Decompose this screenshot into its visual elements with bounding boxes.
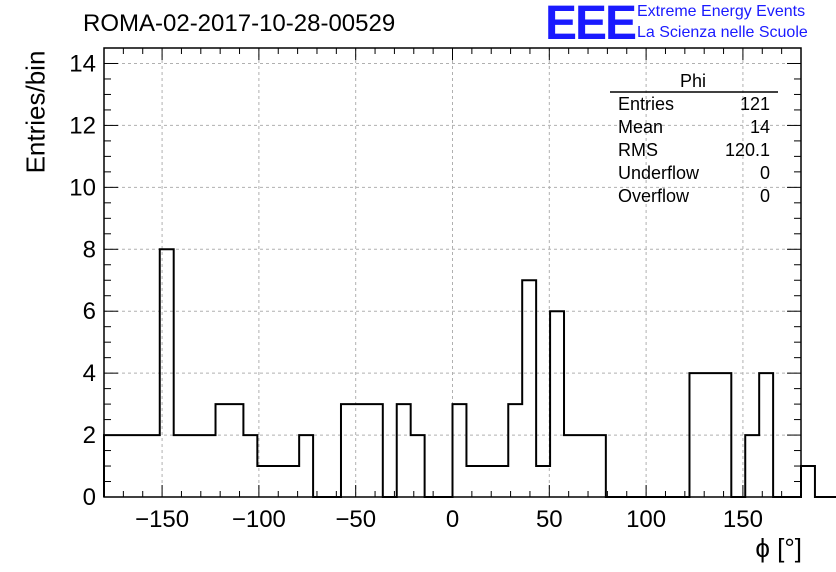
stats-row-value: 0 (760, 186, 770, 206)
histogram-bin (480, 466, 494, 497)
y-tick-label: 6 (83, 298, 96, 325)
stats-row-label: Overflow (618, 186, 690, 206)
histogram-bin (453, 404, 467, 497)
histogram-bin (689, 373, 703, 497)
histogram-bin (188, 435, 202, 497)
x-tick-label: 50 (536, 506, 563, 533)
x-tick-label: −100 (232, 506, 286, 533)
histogram-bin (578, 435, 592, 497)
histogram-bin (216, 404, 230, 497)
histogram-bin (174, 435, 188, 497)
histogram-bin (299, 435, 313, 497)
y-tick-label: 8 (83, 236, 96, 263)
stats-row-value: 120.1 (725, 140, 770, 160)
x-tick-label: −50 (335, 506, 376, 533)
x-tick-label: −150 (135, 506, 189, 533)
histogram-bin (466, 466, 480, 497)
histogram-bin (355, 404, 369, 497)
x-tick-label: 150 (723, 506, 763, 533)
y-tick-label: 14 (69, 50, 96, 77)
y-tick-label: 12 (69, 112, 96, 139)
logo-line-1: Extreme Energy Events (637, 3, 806, 20)
histogram-bin (745, 435, 759, 497)
histogram-bin (202, 435, 216, 497)
plot-title: ROMA-02-2017-10-28-00529 (83, 10, 396, 37)
stats-row-label: Mean (618, 117, 663, 137)
histogram-bin (397, 404, 411, 497)
histogram-bin (341, 404, 355, 497)
x-tick-label: 100 (626, 506, 666, 533)
histogram-bin (508, 404, 522, 497)
eee-logo: EEE (545, 0, 637, 50)
histogram-bin (118, 435, 132, 497)
y-tick-label: 4 (83, 360, 96, 387)
histogram-bin (564, 435, 578, 497)
histogram-bin (522, 280, 536, 497)
histogram-bin (536, 466, 550, 497)
histogram-series (103, 248, 836, 498)
stats-row-label: Entries (618, 94, 674, 114)
y-tick-label: 0 (83, 484, 96, 511)
histogram-bin (132, 435, 146, 497)
histogram-bin (801, 466, 815, 497)
logo-line-2: La Scienza nelle Scuole (637, 24, 808, 41)
stats-row-value: 0 (760, 163, 770, 183)
y-tick-label: 10 (69, 174, 96, 201)
histogram-bin (257, 466, 271, 497)
histogram-bin (229, 404, 243, 497)
histogram-bin (494, 466, 508, 497)
stats-row-label: Underflow (618, 163, 700, 183)
y-tick-label: 2 (83, 422, 96, 449)
stats-box-title: Phi (680, 71, 706, 91)
histogram-bin (550, 311, 564, 497)
histogram-bin (369, 404, 383, 497)
histogram-bin (243, 435, 257, 497)
x-axis-label: ϕ [°] (755, 533, 802, 563)
histogram-bin (592, 435, 606, 497)
x-tick-label: 0 (446, 506, 459, 533)
stats-row-value: 14 (750, 117, 770, 137)
histogram-bin (285, 466, 299, 497)
stats-row-value: 121 (740, 94, 770, 114)
histogram-bin (146, 435, 160, 497)
stats-row-label: RMS (618, 140, 658, 160)
histogram-bin (411, 435, 425, 497)
